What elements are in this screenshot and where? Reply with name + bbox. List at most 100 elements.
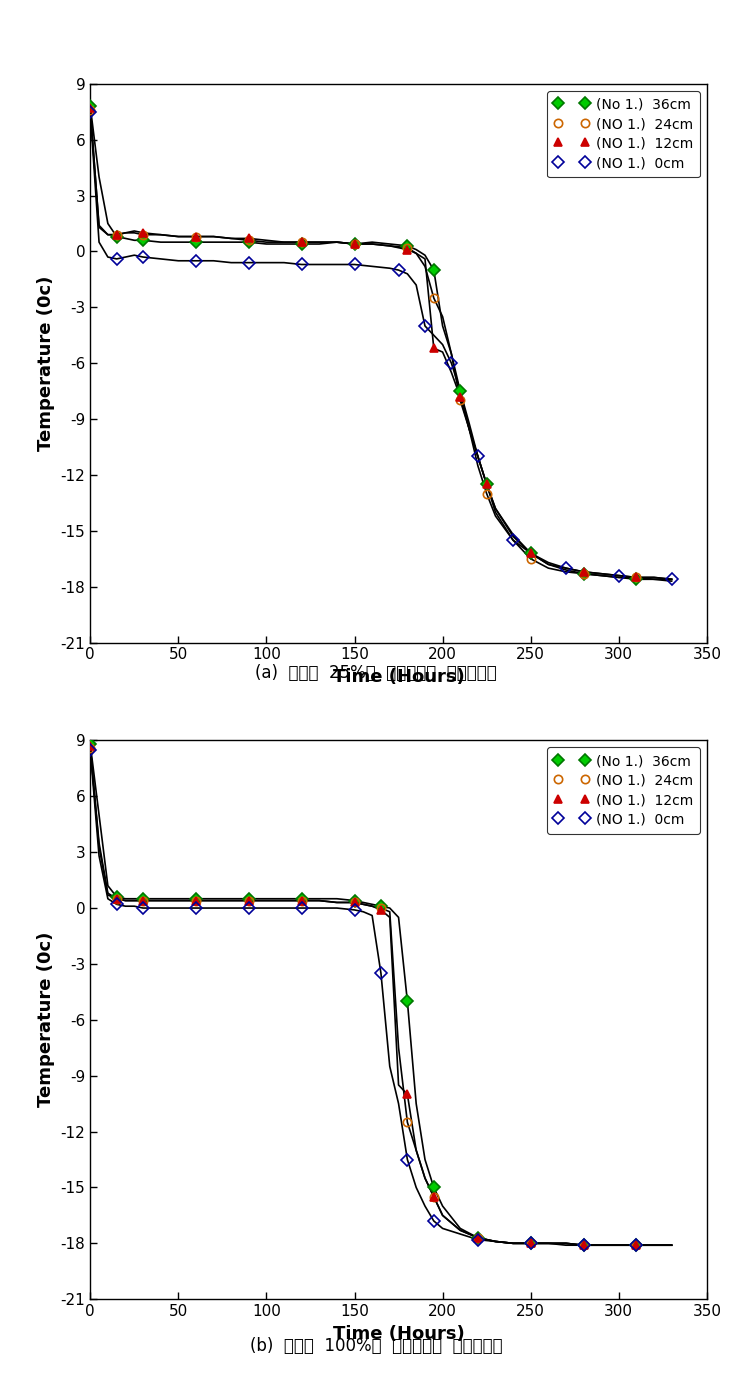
(NO 1.)  12cm [297, 233, 306, 250]
(No 1.)  36cm [632, 571, 641, 588]
(No 1.)  36cm [192, 233, 201, 250]
Line: (NO 1.)  24cm: (NO 1.) 24cm [86, 743, 641, 1249]
(NO 1.)  24cm [377, 900, 386, 916]
(NO 1.)  24cm [473, 1229, 482, 1246]
(NO 1.)  24cm [579, 1236, 588, 1253]
(No 1.)  36cm [112, 888, 121, 905]
(NO 1.)  0cm [403, 1151, 412, 1168]
(NO 1.)  0cm [297, 900, 306, 916]
(NO 1.)  12cm [297, 893, 306, 909]
Line: (No 1.)  36cm: (No 1.) 36cm [86, 740, 641, 1249]
(No 1.)  36cm [579, 566, 588, 583]
(No 1.)  36cm [138, 890, 147, 907]
(NO 1.)  24cm [456, 393, 465, 409]
(NO 1.)  24cm [579, 566, 588, 583]
(NO 1.)  0cm [86, 742, 95, 759]
(NO 1.)  24cm [350, 894, 359, 911]
(No 1.)  36cm [86, 736, 95, 753]
(NO 1.)  24cm [429, 1189, 438, 1206]
Line: (NO 1.)  24cm: (NO 1.) 24cm [86, 106, 641, 581]
(NO 1.)  24cm [526, 1235, 535, 1252]
(NO 1.)  0cm [297, 256, 306, 272]
(No 1.)  36cm [297, 236, 306, 253]
(NO 1.)  12cm [429, 339, 438, 356]
(NO 1.)  24cm [86, 102, 95, 119]
(NO 1.)  24cm [526, 550, 535, 567]
(NO 1.)  24cm [244, 232, 253, 249]
(No 1.)  36cm [473, 1229, 482, 1246]
(NO 1.)  0cm [350, 256, 359, 272]
(NO 1.)  0cm [86, 103, 95, 120]
Text: (a)  충전률  25%인  온도제어형  말뚝구조체: (a) 충전률 25%인 온도제어형 말뚝구조체 [255, 664, 497, 682]
(NO 1.)  24cm [632, 1236, 641, 1253]
(NO 1.)  12cm [456, 388, 465, 405]
Line: (NO 1.)  0cm: (NO 1.) 0cm [86, 746, 641, 1249]
(NO 1.)  24cm [632, 569, 641, 585]
(No 1.)  36cm [579, 1236, 588, 1253]
(NO 1.)  0cm [138, 900, 147, 916]
(NO 1.)  24cm [482, 485, 491, 502]
Y-axis label: Temperature (0c): Temperature (0c) [37, 275, 55, 451]
(NO 1.)  12cm [403, 242, 412, 258]
Line: (No 1.)  36cm: (No 1.) 36cm [86, 102, 641, 584]
(NO 1.)  12cm [579, 1236, 588, 1253]
(NO 1.)  0cm [526, 1235, 535, 1252]
(NO 1.)  0cm [192, 900, 201, 916]
(NO 1.)  24cm [244, 893, 253, 909]
(No 1.)  36cm [429, 1179, 438, 1196]
(No 1.)  36cm [429, 261, 438, 278]
(NO 1.)  24cm [297, 233, 306, 250]
(NO 1.)  0cm [508, 532, 517, 549]
(NO 1.)  12cm [112, 890, 121, 907]
(No 1.)  36cm [192, 890, 201, 907]
Legend: (No 1.)  36cm, (NO 1.)  24cm, (NO 1.)  12cm, (NO 1.)  0cm: (No 1.) 36cm, (NO 1.) 24cm, (NO 1.) 12cm… [547, 747, 700, 834]
(No 1.)  36cm [403, 993, 412, 1010]
(NO 1.)  0cm [350, 901, 359, 918]
(NO 1.)  0cm [473, 448, 482, 465]
X-axis label: Time (Hours): Time (Hours) [332, 668, 465, 686]
(No 1.)  36cm [138, 232, 147, 249]
(No 1.)  36cm [350, 893, 359, 909]
(NO 1.)  12cm [403, 1085, 412, 1102]
X-axis label: Time (Hours): Time (Hours) [332, 1324, 465, 1343]
(NO 1.)  12cm [86, 738, 95, 754]
(NO 1.)  12cm [192, 228, 201, 244]
(NO 1.)  24cm [403, 1113, 412, 1130]
Line: (NO 1.)  12cm: (NO 1.) 12cm [86, 742, 641, 1249]
(NO 1.)  24cm [138, 893, 147, 909]
(No 1.)  36cm [297, 890, 306, 907]
(No 1.)  36cm [244, 233, 253, 250]
(NO 1.)  0cm [394, 261, 403, 278]
(NO 1.)  24cm [112, 890, 121, 907]
(NO 1.)  0cm [192, 253, 201, 270]
(NO 1.)  0cm [112, 895, 121, 912]
(NO 1.)  24cm [350, 236, 359, 253]
(NO 1.)  0cm [447, 355, 456, 372]
(NO 1.)  12cm [350, 236, 359, 253]
Line: (NO 1.)  12cm: (NO 1.) 12cm [86, 103, 641, 581]
(No 1.)  36cm [350, 236, 359, 253]
(NO 1.)  12cm [244, 231, 253, 247]
(NO 1.)  24cm [297, 893, 306, 909]
Text: (b)  충전률  100%인  온도제어형  말뚝구조체: (b) 충전률 100%인 온도제어형 말뚝구조체 [250, 1337, 502, 1355]
(NO 1.)  12cm [482, 476, 491, 493]
(NO 1.)  0cm [420, 317, 429, 334]
(NO 1.)  0cm [473, 1231, 482, 1248]
(NO 1.)  12cm [473, 1229, 482, 1246]
(No 1.)  36cm [112, 228, 121, 244]
(NO 1.)  12cm [86, 99, 95, 116]
(NO 1.)  12cm [138, 893, 147, 909]
(NO 1.)  12cm [244, 893, 253, 909]
(NO 1.)  12cm [526, 1235, 535, 1252]
(No 1.)  36cm [526, 1235, 535, 1252]
(NO 1.)  24cm [192, 893, 201, 909]
(No 1.)  36cm [403, 237, 412, 254]
(NO 1.)  12cm [138, 225, 147, 242]
(NO 1.)  12cm [526, 545, 535, 562]
(No 1.)  36cm [482, 476, 491, 493]
(NO 1.)  0cm [632, 1236, 641, 1253]
(NO 1.)  12cm [112, 226, 121, 243]
(NO 1.)  0cm [377, 965, 386, 982]
(NO 1.)  24cm [403, 239, 412, 256]
(NO 1.)  24cm [138, 226, 147, 243]
